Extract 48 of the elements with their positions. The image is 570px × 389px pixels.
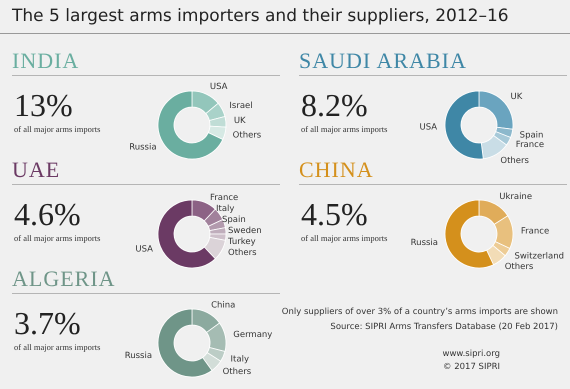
slice-label: Others	[222, 366, 252, 377]
slice-label: France	[210, 193, 238, 203]
slice-label: Sweden	[228, 226, 262, 236]
slice-label: USA	[135, 244, 154, 254]
text: 4.6%	[14, 196, 81, 232]
donut-slice	[158, 90, 224, 160]
slice-label: USA	[419, 122, 438, 133]
slice-label: Russia	[129, 142, 157, 153]
chart-title: SAUDI ARABIA	[299, 48, 468, 73]
source-note: Source: SIPRI Arms Transfers Database (20 Feb 2017)	[329, 321, 558, 334]
text: of all major arms imports	[301, 124, 388, 134]
chart-title: ALGERIA	[12, 266, 117, 291]
slice-label: France	[516, 140, 544, 150]
slice-label: UK	[510, 92, 523, 102]
text: www.sipri.org	[442, 348, 500, 361]
slice-label: Others	[504, 262, 534, 272]
slice-label: UK	[234, 116, 246, 126]
chart-title: UAE	[12, 157, 62, 182]
slice-label: Others	[500, 156, 530, 166]
text: 4.5%	[301, 196, 368, 232]
slice-label: Others	[228, 248, 258, 258]
text: of all major arms imports	[14, 233, 100, 243]
slice-label: Russia	[410, 238, 438, 248]
chart-title: INDIA	[12, 48, 80, 73]
text: Only suppliers of over 3% of a country’s arms imports are shown	[282, 306, 558, 319]
slice-label: Turkey	[227, 237, 256, 247]
slice-label: Spain	[222, 215, 246, 225]
chart-title: CHINA	[299, 157, 374, 182]
text: The 5 largest arms importers and their suppliers, 2012–16	[12, 6, 509, 26]
slice-label: Russia	[124, 350, 152, 361]
text: of all major arms imports	[14, 124, 100, 134]
slice-label: Switzerland	[514, 252, 564, 262]
text: © 2017 SIPRI	[442, 361, 500, 374]
slice-label: China	[211, 300, 236, 311]
text: 13%	[14, 87, 73, 123]
slice-label: Others	[232, 130, 262, 140]
text: 8.2%	[301, 87, 368, 123]
slice-label: Spain	[520, 130, 544, 140]
slice-label: USA	[210, 82, 228, 92]
slice-label: Ukraine	[499, 192, 532, 202]
slice-label: Germany	[233, 330, 272, 340]
slice-label: France	[520, 226, 550, 236]
text: of all major arms imports	[301, 233, 388, 243]
slice-label: Italy	[216, 204, 234, 214]
slice-label: Israel	[229, 100, 253, 111]
text: 3.7%	[14, 305, 81, 341]
text: of all major arms imports	[14, 342, 100, 352]
slice-label: Italy	[230, 354, 249, 365]
